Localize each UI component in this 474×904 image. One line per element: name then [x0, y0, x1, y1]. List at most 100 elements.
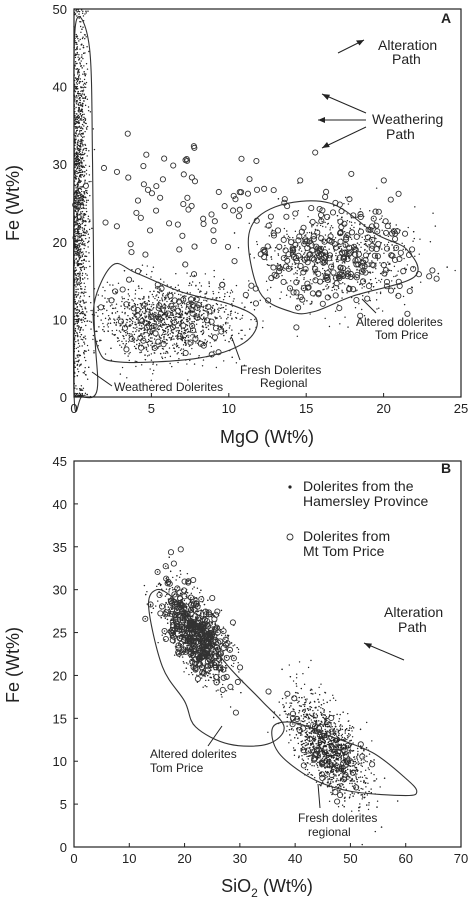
panel-a-dot-point: [159, 337, 162, 339]
panel-a-dot-point: [75, 291, 77, 293]
panel-a-dot-point: [76, 388, 78, 390]
panel-a-dot-point: [83, 116, 85, 119]
panel-a-dot-point: [173, 321, 176, 323]
panel-a-dot-point: [219, 307, 222, 310]
panel-a-dot-point: [375, 268, 377, 270]
panel-a-dot-point: [75, 309, 78, 311]
panel-a-circle-point: [280, 278, 287, 285]
panel-a-dot-point: [78, 213, 81, 216]
panel-a-dot-point: [77, 335, 79, 338]
panel-a-dot-point: [116, 340, 119, 343]
panel-a-dot-point: [163, 333, 166, 336]
panel-a-dot-point: [144, 315, 146, 317]
panel-a-dot-point: [151, 270, 153, 273]
panel-a-circle-point: [244, 190, 252, 197]
panel-a-dot-point: [172, 316, 175, 319]
panel-b-dot-point: [316, 714, 319, 717]
panel-a-dot-point: [136, 329, 138, 331]
panel-a-dot-point: [82, 149, 84, 151]
panel-b-dot-point: [328, 725, 330, 727]
panel-a-dot-point: [78, 273, 81, 275]
panel-a-dot-point: [203, 312, 205, 315]
panel-a-dot-point: [178, 325, 181, 327]
panel-a-dot-point: [188, 284, 190, 287]
panel-a-dot-point: [222, 298, 225, 301]
panel-a-dot-point: [127, 355, 129, 357]
panel-a-dot-point: [326, 263, 329, 265]
panel-a-dot-point: [79, 305, 82, 307]
panel-a-dot-point: [177, 284, 179, 286]
panel-a-dot-point: [150, 344, 152, 346]
panel-a-dot-point: [84, 213, 87, 216]
panel-a-dot-point: [173, 338, 175, 340]
panel-b-dot-point: [292, 729, 294, 731]
panel-a-dot-point: [232, 300, 235, 302]
panel-b-dot-point: [220, 634, 223, 637]
panel-a-dot-point: [84, 220, 86, 223]
panel-a-dot-point: [86, 231, 88, 233]
panel-a-circle-point: [208, 211, 215, 218]
panel-a-dot-point: [333, 250, 336, 252]
panel-a-dot-point: [132, 312, 134, 314]
panel-a-dot-point: [177, 305, 180, 307]
panel-a-dot-point: [81, 197, 84, 199]
panel-a-dot-point: [80, 269, 83, 272]
panel-b-dot-point: [357, 750, 359, 753]
panel-a-dot-point: [379, 292, 382, 295]
panel-a-dot-point: [304, 252, 306, 254]
panel-a-dot-point: [228, 341, 230, 343]
panel-b-dot-point: [237, 651, 240, 654]
panel-a-dot-point: [78, 251, 81, 253]
panel-a-dot-point: [79, 303, 81, 306]
panel-a-dot-point: [84, 104, 87, 107]
panel-a-dot-point: [87, 199, 89, 202]
panel-a-dot-point: [76, 175, 78, 178]
panel-a-dot-point: [206, 300, 208, 302]
panel-a-dot-point: [217, 311, 220, 313]
panel-a-dot-point: [215, 366, 218, 369]
panel-a-dot-point: [120, 305, 122, 307]
altered-dolerites-label-a2: Tom Price: [375, 328, 429, 342]
panel-a-dot-point: [195, 313, 198, 315]
panel-a-dot-point: [165, 333, 167, 335]
panel-a-dot-point: [83, 229, 86, 231]
panel-a-dot-point: [164, 298, 167, 300]
panel-a-dot-point: [172, 332, 174, 334]
panel-a-dot-point: [128, 353, 130, 355]
panel-a-dot-point: [374, 277, 377, 280]
panel-a-dot-point: [111, 333, 114, 335]
panel-a-dot-point: [85, 266, 87, 269]
panel-a-dot-point: [77, 370, 80, 373]
panel-a-dot-point: [296, 298, 298, 300]
panel-a-dot-point: [87, 10, 89, 12]
panel-a-dot-point: [223, 311, 226, 313]
panel-a-dot-point: [151, 342, 153, 345]
panel-a-dot-point: [131, 334, 134, 336]
panel-a-dot-point: [80, 31, 82, 33]
panel-b-dot-point: [149, 605, 152, 607]
panel-a-dot-point: [227, 316, 229, 319]
fresh-dolerites-label: Fresh Dolerites: [240, 363, 321, 377]
panel-a-dot-point: [253, 309, 256, 311]
panel-a-dot-point: [229, 325, 231, 327]
panel-a-dot-point: [134, 293, 137, 295]
panel-a-dot-point: [83, 343, 86, 345]
panel-a-dot-point: [132, 327, 135, 329]
panel-a-dot-point: [324, 221, 326, 224]
panel-a-dot-point: [88, 366, 90, 369]
panel-a-dot-point: [75, 232, 77, 235]
panel-a-dot-point: [129, 351, 131, 354]
panel-a-dot-point: [83, 341, 85, 343]
panel-b-dot-point: [155, 605, 157, 607]
panel-a-dot-point: [107, 298, 109, 300]
panel-b-dot-point: [339, 783, 341, 785]
panel-a-dot-point: [77, 328, 79, 330]
panel-a-dot-point: [281, 274, 283, 277]
weathering-arrowhead-3: [322, 142, 330, 148]
panel-a-dot-point: [446, 266, 448, 268]
panel-a-dot-point: [124, 344, 127, 346]
panel-a-dot-point: [81, 254, 83, 256]
panel-b-dot-point: [295, 673, 298, 675]
panel-a-dot-point: [165, 316, 167, 318]
panel-a-dot-point: [243, 364, 246, 367]
